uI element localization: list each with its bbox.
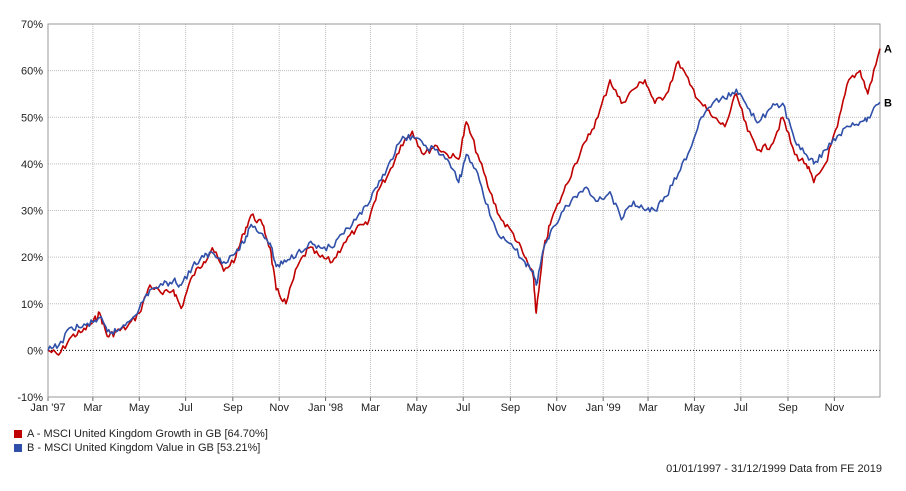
y-tick-label: 50% (21, 112, 43, 124)
x-tick-label: Mar (361, 402, 380, 414)
gridlines (48, 23, 880, 398)
x-tick-label: Jan '99 (586, 402, 621, 414)
y-tick-label: 60% (21, 66, 43, 78)
legend-label-a: A - MSCI United Kingdom Growth in GB [64… (27, 428, 268, 440)
data-credit: 01/01/1997 - 31/12/1999 Data from FE 201… (666, 463, 882, 475)
x-tick-label: Mar (639, 402, 658, 414)
y-tick-label: -10% (17, 392, 43, 404)
x-tick-label: Nov (269, 402, 289, 414)
plot-frame (47, 23, 881, 398)
legend-label-b: B - MSCI United Kingdom Value in GB [53.… (27, 442, 261, 454)
x-tick-label: Jan '98 (308, 402, 343, 414)
x-tick-label: Nov (547, 402, 567, 414)
tick-labels: -10% 0% 10% 20% 30% 40% 50% 60% 70% Jan '97 Mar May… (17, 19, 892, 414)
axes (47, 23, 881, 401)
line-chart: -10% 0% 10% 20% 30% 40% 50% 60% 70% Jan '97 Mar May… (17, 19, 892, 414)
x-tick-label: May (406, 402, 427, 414)
y-tick-label: 70% (21, 19, 43, 31)
legend-swatch-a (14, 430, 22, 438)
x-tick-label: Sep (778, 402, 798, 414)
series-line-a (47, 48, 881, 356)
x-tick-label: Jan '97 (30, 402, 65, 414)
y-tick-label: 30% (21, 206, 43, 218)
y-tick-label: 0% (27, 345, 43, 357)
x-tick-label: Sep (223, 402, 243, 414)
x-tick-label: Jul (734, 402, 748, 414)
legend: A - MSCI United Kingdom Growth in GB [64… (14, 427, 268, 455)
series-lines (47, 48, 881, 356)
legend-item-a: A - MSCI United Kingdom Growth in GB [64… (14, 427, 268, 441)
series-end-label-a: A (884, 44, 892, 56)
x-tick-label: Nov (825, 402, 845, 414)
y-tick-label: 40% (21, 159, 43, 171)
y-tick-label: 10% (21, 299, 43, 311)
x-tick-label: May (129, 402, 150, 414)
series-line-b (47, 88, 881, 351)
x-tick-label: Jul (179, 402, 193, 414)
x-tick-label: May (684, 402, 705, 414)
x-tick-label: Sep (501, 402, 521, 414)
legend-swatch-b (14, 444, 22, 452)
x-tick-label: Jul (456, 402, 470, 414)
legend-item-b: B - MSCI United Kingdom Value in GB [53.… (14, 441, 268, 455)
x-tick-label: Mar (83, 402, 102, 414)
series-end-label-b: B (884, 97, 892, 109)
y-tick-label: 20% (21, 252, 43, 264)
